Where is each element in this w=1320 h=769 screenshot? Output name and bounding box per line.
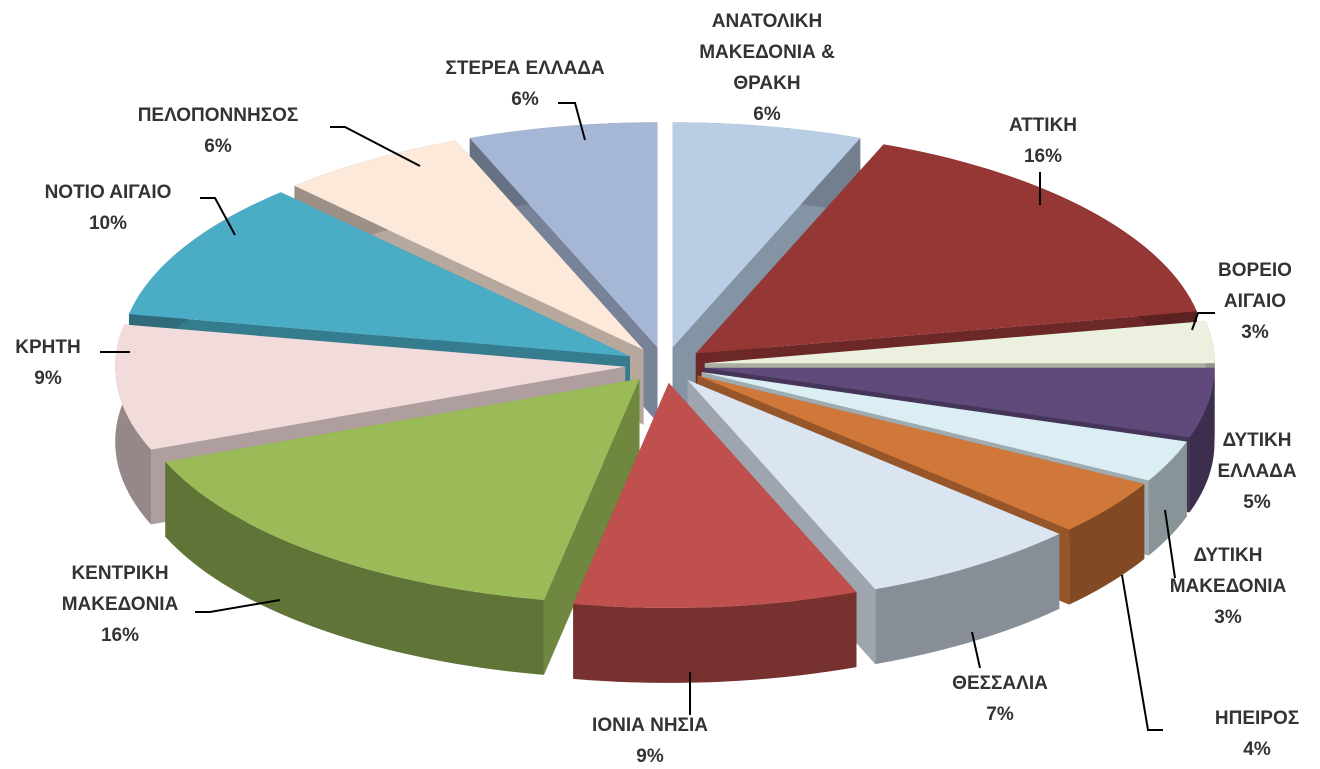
data-label: ΔΥΤΙΚΗ ΕΛΛΑΔΑ 5% <box>1202 425 1312 518</box>
leader-line <box>330 126 421 167</box>
value-label: 10% <box>88 213 128 234</box>
category-label: ΘΕΣΣΑΛΙΑ <box>952 673 1048 694</box>
value-label: 3% <box>1214 607 1242 628</box>
slice <box>573 382 857 608</box>
data-label: ΣΤΕΡΕΑ ΕΛΛΑΔΑ 6% <box>375 53 675 115</box>
category-label: ΚΡΗΤΗ <box>15 337 81 358</box>
slice <box>704 367 1215 438</box>
leader-line <box>1191 312 1215 331</box>
category-label: ΗΠΕΙΡΟΣ <box>1214 708 1300 729</box>
value-label: 9% <box>34 368 62 389</box>
value-label: 9% <box>636 746 664 767</box>
category-label: ΒΟΡΕΙΟ ΑΙΓΑΙΟ <box>1218 260 1292 312</box>
data-label: ΑΝΑΤΟΛΙΚΗ ΜΑΚΕΔΟΝΙΑ & ΘΡΑΚΗ 6% <box>667 6 867 130</box>
slice-side <box>165 461 544 675</box>
category-label: ΝΟΤΙΟ ΑΙΓΑΙΟ <box>44 182 172 203</box>
data-label: ΔΥΤΙΚΗ ΜΑΚΕΔΟΝΙΑ 3% <box>1143 540 1313 633</box>
data-label: ΙΟΝΙΑ ΝΗΣΙΑ 9% <box>500 710 800 769</box>
slice <box>704 321 1215 364</box>
leader-line <box>558 102 586 141</box>
value-label: 3% <box>1241 322 1269 343</box>
slice <box>672 122 861 348</box>
category-label: ΑΝΑΤΟΛΙΚΗ ΜΑΚΕΔΟΝΙΑ & ΘΡΑΚΗ <box>699 11 835 94</box>
data-label: ΘΕΣΣΑΛΙΑ 7% <box>850 668 1150 730</box>
leader-line <box>1121 574 1163 731</box>
value-label: 7% <box>986 704 1014 725</box>
slice-side <box>875 533 1060 665</box>
slice <box>469 122 658 348</box>
category-label: ΔΥΤΙΚΗ ΜΑΚΕΔΟΝΙΑ <box>1169 545 1287 597</box>
value-label: 5% <box>1243 492 1271 513</box>
data-label: ΗΠΕΙΡΟΣ 4% <box>1107 703 1320 765</box>
slice <box>294 140 644 350</box>
slice <box>687 379 1060 590</box>
leader-line <box>971 631 981 669</box>
data-label: ΚΕΝΤΡΙΚΗ ΜΑΚΕΔΟΝΙΑ 16% <box>20 558 220 651</box>
slice <box>115 324 626 450</box>
data-label: ΑΤΤΙΚΗ 16% <box>893 110 1193 172</box>
value-label: 6% <box>204 136 232 157</box>
pie <box>115 122 1215 683</box>
slice-side <box>1069 483 1145 605</box>
slice <box>697 375 1145 530</box>
slice <box>701 372 1187 481</box>
value-label: 6% <box>511 89 539 110</box>
data-label: ΝΟΤΙΟ ΑΙΓΑΙΟ 10% <box>0 177 258 239</box>
data-label: ΠΕΛΟΠΟΝΝΗΣΟΣ 6% <box>68 100 368 162</box>
slice <box>128 192 630 357</box>
slice <box>695 144 1197 354</box>
data-label: ΒΟΡΕΙΟ ΑΙΓΑΙΟ 3% <box>1195 255 1315 348</box>
slice-side <box>1189 367 1215 513</box>
category-label: ΙΟΝΙΑ ΝΗΣΙΑ <box>592 715 708 736</box>
leader-line <box>200 197 236 236</box>
leader-lines <box>100 102 1215 731</box>
category-label: ΠΕΛΟΠΟΝΝΗΣΟΣ <box>137 105 299 126</box>
leader-line <box>1164 509 1176 579</box>
slice-side <box>1148 441 1187 556</box>
category-label: ΣΤΕΡΕΑ ΕΛΛΑΔΑ <box>445 58 605 79</box>
category-label: ΚΕΝΤΡΙΚΗ ΜΑΚΕΔΟΝΙΑ <box>61 563 179 615</box>
value-label: 16% <box>1023 146 1063 167</box>
leader-line <box>195 599 281 613</box>
slice <box>165 378 640 600</box>
category-label: ΔΥΤΙΚΗ ΕΛΛΑΔΑ <box>1217 430 1297 482</box>
value-label: 16% <box>100 625 140 646</box>
value-label: 6% <box>753 104 781 125</box>
value-label: 4% <box>1243 739 1271 760</box>
data-label: ΚΡΗΤΗ 9% <box>0 332 198 394</box>
category-label: ΑΤΤΙΚΗ <box>1008 115 1078 136</box>
slice-side <box>573 592 857 683</box>
